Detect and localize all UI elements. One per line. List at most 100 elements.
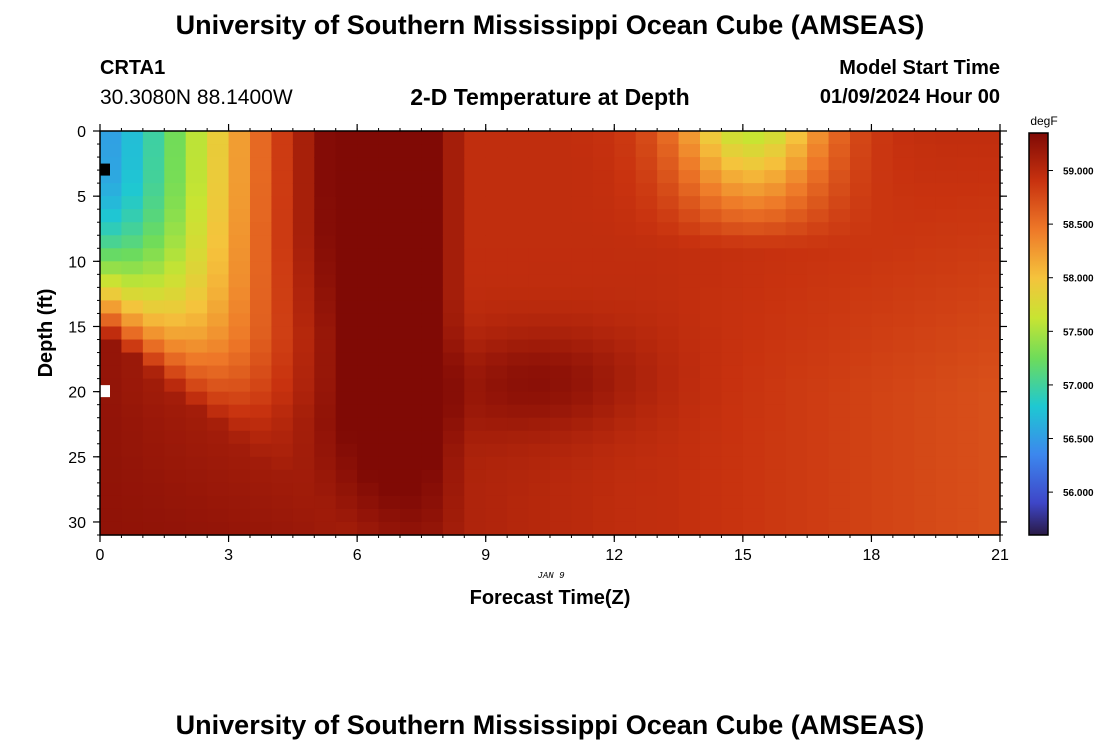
heatmap-cell [207, 183, 230, 197]
heatmap-cell [400, 482, 423, 497]
heatmap-cell [807, 417, 830, 432]
heatmap-cell [978, 365, 1001, 380]
heatmap-cell [185, 482, 208, 497]
heatmap-cell [914, 235, 937, 249]
heatmap-cell [485, 183, 508, 197]
heatmap-cell [742, 222, 765, 236]
heatmap-cell [892, 326, 915, 341]
heatmap-cell [357, 430, 380, 445]
heatmap-cell [507, 521, 530, 536]
heatmap-cell [271, 131, 294, 145]
heatmap-cell [550, 144, 573, 158]
heatmap-cell [828, 248, 851, 262]
heatmap-cell [400, 391, 423, 406]
heatmap-cell [550, 521, 573, 536]
heatmap-cell [807, 248, 830, 262]
heatmap-cell [700, 274, 723, 288]
heatmap-cell [742, 378, 765, 393]
heatmap-cell [592, 235, 615, 249]
heatmap-cell [957, 209, 980, 223]
heatmap-cell [592, 404, 615, 419]
heatmap-cell [400, 521, 423, 536]
heatmap-cell [571, 417, 594, 432]
heatmap-cell [635, 235, 658, 249]
heatmap-cell [871, 378, 894, 393]
heatmap-cell [228, 274, 251, 288]
heatmap-cell [207, 274, 230, 288]
heatmap-cell [207, 469, 230, 484]
heatmap-cell [314, 352, 337, 367]
heatmap-cell [421, 326, 444, 341]
heatmap-cell [378, 235, 401, 249]
heatmap-cell [442, 183, 465, 197]
heatmap-cell [164, 209, 187, 223]
heatmap-cell [442, 378, 465, 393]
heatmap-cell [721, 521, 744, 536]
heatmap-cell [764, 495, 787, 510]
heatmap-cell [700, 521, 723, 536]
heatmap-cell [207, 430, 230, 445]
heatmap-cell [614, 443, 637, 458]
heatmap-cell [378, 248, 401, 262]
heatmap-cell [742, 365, 765, 380]
heatmap-cell [764, 248, 787, 262]
y-tick-label: 5 [77, 189, 86, 206]
heatmap-cell [100, 365, 123, 380]
heatmap-cell [850, 430, 873, 445]
heatmap-cell [914, 274, 937, 288]
heatmap-cell [635, 261, 658, 275]
heatmap-cell [678, 183, 701, 197]
heatmap-cell [442, 313, 465, 328]
heatmap-cell [678, 495, 701, 510]
heatmap-cell [678, 313, 701, 328]
heatmap-cell [635, 365, 658, 380]
heatmap-cell [935, 339, 958, 354]
heatmap-cell [314, 274, 337, 288]
heatmap-cell [592, 391, 615, 406]
heatmap-cell [785, 261, 808, 275]
heatmap-cell [785, 521, 808, 536]
heatmap-cell [850, 183, 873, 197]
x-tick-label: 15 [734, 547, 752, 564]
heatmap-cell [250, 521, 273, 536]
heatmap-cell [828, 235, 851, 249]
heatmap-cell [957, 391, 980, 406]
heatmap-cell [378, 313, 401, 328]
heatmap-cell [528, 222, 551, 236]
heatmap-cell [464, 521, 487, 536]
heatmap-cells [100, 131, 1001, 536]
heatmap-cell [314, 248, 337, 262]
heatmap-cell [100, 430, 123, 445]
heatmap-cell [250, 274, 273, 288]
heatmap-cell [164, 287, 187, 302]
heatmap-cell [635, 417, 658, 432]
heatmap-cell [892, 170, 915, 184]
heatmap-cell [657, 300, 680, 315]
heatmap-cell [614, 404, 637, 419]
heatmap-cell [957, 274, 980, 288]
heatmap-cell [357, 391, 380, 406]
heatmap-cell [507, 482, 530, 497]
heatmap-cell [250, 261, 273, 275]
heatmap-cell [142, 521, 165, 536]
heatmap-cell [871, 131, 894, 145]
heatmap-cell [978, 209, 1001, 223]
heatmap-cell [142, 287, 165, 302]
heatmap-cell [442, 287, 465, 302]
heatmap-cell [185, 456, 208, 471]
heatmap-cell [850, 261, 873, 275]
heatmap-cell [550, 365, 573, 380]
heatmap-cell [100, 313, 123, 328]
heatmap-cell [292, 313, 315, 328]
heatmap-cell [828, 521, 851, 536]
heatmap-cell [464, 144, 487, 158]
heatmap-cell [314, 339, 337, 354]
heatmap-cell [507, 443, 530, 458]
heatmap-cell [914, 248, 937, 262]
heatmap-cell [292, 365, 315, 380]
heatmap-cell [164, 300, 187, 315]
heatmap-cell [335, 469, 358, 484]
heatmap-cell [700, 235, 723, 249]
heatmap-cell [100, 131, 123, 145]
heatmap-cell [614, 274, 637, 288]
